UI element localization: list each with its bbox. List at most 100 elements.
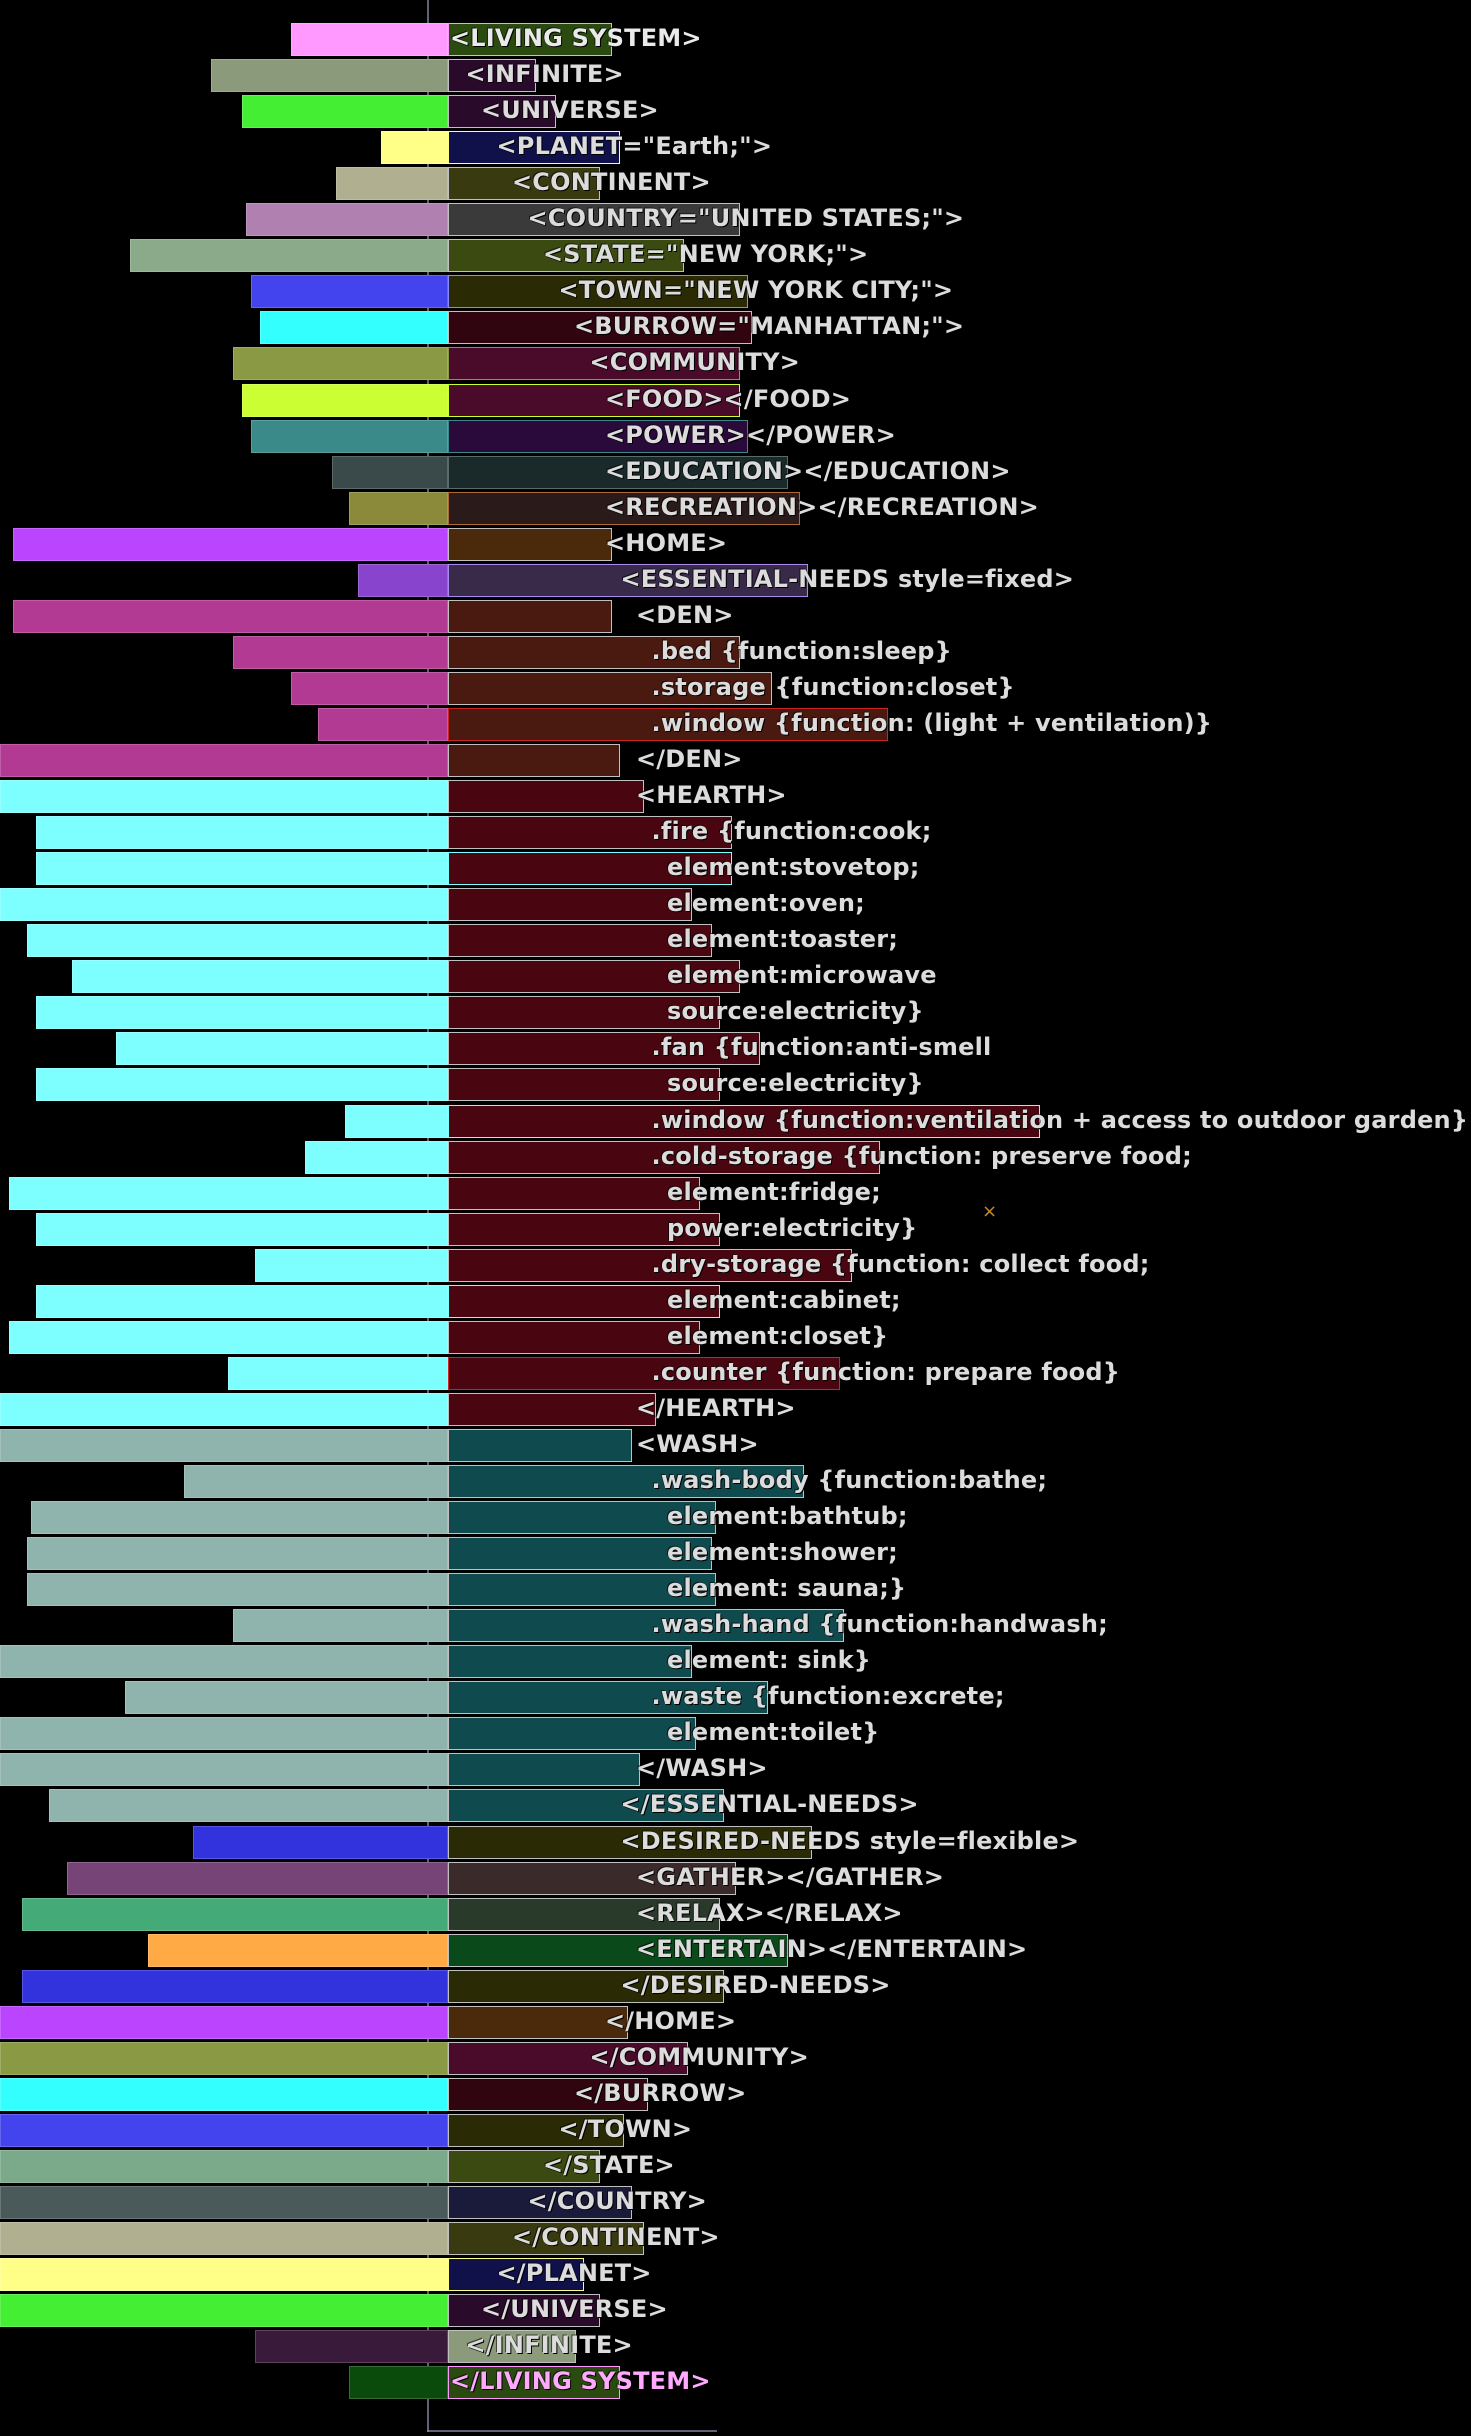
left-bar [35,996,448,1030]
right-bar [448,455,788,489]
left-bar [13,527,448,561]
left-bar [129,239,448,273]
tag-row: .wash-hand {function:handwash; [0,1608,1471,1643]
tag-label: .fire {function:cook; [651,817,932,846]
tag-label: element:oven; [667,889,865,918]
tag-label: element:shower; [667,1538,898,1567]
left-bar [147,1933,448,1967]
right-bar [448,1284,720,1318]
tag-row: .window {function:ventilation + access t… [0,1104,1471,1139]
left-bar [0,2041,448,2075]
tag-row: element:stovetop; [0,851,1471,886]
tag-label: </ESSENTIAL-NEEDS> [620,1790,919,1819]
tag-label: element: sauna;} [667,1574,907,1603]
tag-label: .storage {function:closet} [651,672,1015,701]
tag-label: <HEARTH> [636,781,787,810]
left-bar [22,1969,448,2003]
tag-row: <STATE="NEW YORK;"> [0,238,1471,273]
left-bar [8,1320,448,1354]
tag-row: power:electricity} [0,1212,1471,1247]
left-bar [125,1681,448,1715]
tag-label: </LIVING SYSTEM> [450,2367,711,2396]
left-bar [35,816,448,850]
right-bar [448,996,720,1030]
left-bar [246,203,448,237]
right-bar [448,2366,620,2400]
right-bar [448,1645,692,1679]
left-bar [331,455,448,489]
tag-label: </WASH> [636,1754,768,1783]
right-bar [448,1717,696,1751]
tag-row: </HOME> [0,2005,1471,2040]
tag-row: </DESIRED-NEEDS> [0,1969,1471,2004]
right-bar [448,2294,600,2328]
left-bar [35,852,448,886]
tag-row: <POWER></POWER> [0,419,1471,454]
tag-row: <FOOD></FOOD> [0,383,1471,418]
left-bar [259,311,448,345]
left-bar [0,780,448,814]
tag-row: <UNIVERSE> [0,94,1471,129]
right-bar [448,2077,648,2111]
tag-label: .window {function:ventilation + access t… [651,1105,1469,1134]
tag-row: element:toaster; [0,923,1471,958]
left-bar [26,1573,448,1607]
x-marker-icon: × [982,1201,998,1222]
right-bar [448,599,612,633]
tag-label: source:electricity} [667,997,924,1026]
left-bar [232,635,448,669]
tag-row: </DEN> [0,743,1471,778]
tag-row: element:fridge; [0,1176,1471,1211]
tag-label: <COUNTRY="UNITED STATES;"> [527,204,965,233]
left-bar [232,1609,448,1643]
left-bar [67,1861,448,1895]
tag-label: power:electricity} [667,1213,918,1242]
tag-label: <RELAX></RELAX> [636,1898,903,1927]
tag-label: <FOOD></FOOD> [605,384,852,413]
tag-row: element:toilet} [0,1716,1471,1751]
right-bar [448,744,620,777]
tag-row: <TOWN="NEW YORK CITY;"> [0,274,1471,309]
right-bar [448,1753,640,1787]
left-bar [0,2149,448,2183]
left-bar [0,1392,448,1426]
left-bar [0,2294,448,2328]
right-bar [448,1825,812,1859]
tag-row: <EDUCATION></EDUCATION> [0,455,1471,490]
tag-row: .dry-storage {function: collect food; [0,1248,1471,1283]
tag-label: </COUNTRY> [527,2187,707,2215]
tag-label: .fan {function:anti-smell [651,1033,992,1062]
right-bar [448,1320,700,1354]
tag-row: <ENTERTAIN></ENTERTAIN> [0,1933,1471,1968]
right-bar [448,167,600,201]
right-bar [448,1465,804,1498]
tag-label: <HOME> [605,528,728,557]
tag-row: </PLANET> [0,2257,1471,2292]
tag-row: <ESSENTIAL-NEEDS style=fixed> [0,563,1471,598]
left-bar [255,2330,448,2364]
left-bar [0,2186,448,2219]
right-bar [448,635,740,669]
tag-label: </COMMUNITY> [589,2042,809,2071]
tag-row: <RELAX></RELAX> [0,1897,1471,1932]
right-bar [448,2330,576,2364]
tag-label: <DEN> [636,600,734,629]
left-bar [0,1717,448,1751]
tag-row: </COUNTRY> [0,2185,1471,2220]
tag-label: element: sink} [667,1646,872,1675]
tag-row: element: sauna;} [0,1572,1471,1607]
right-bar [448,1176,700,1210]
right-bar [448,1501,716,1535]
tag-label: element:closet} [667,1321,889,1350]
right-bar [448,1537,712,1571]
left-bar [0,744,448,777]
right-bar [448,1068,720,1102]
right-bar [448,1428,632,1462]
tag-row: .fire {function:cook; [0,815,1471,850]
tag-row: <COMMUNITY> [0,346,1471,381]
left-bar [26,1537,448,1571]
left-bar [116,1032,448,1066]
left-bar [291,671,448,705]
tag-label: element:bathtub; [667,1502,908,1531]
